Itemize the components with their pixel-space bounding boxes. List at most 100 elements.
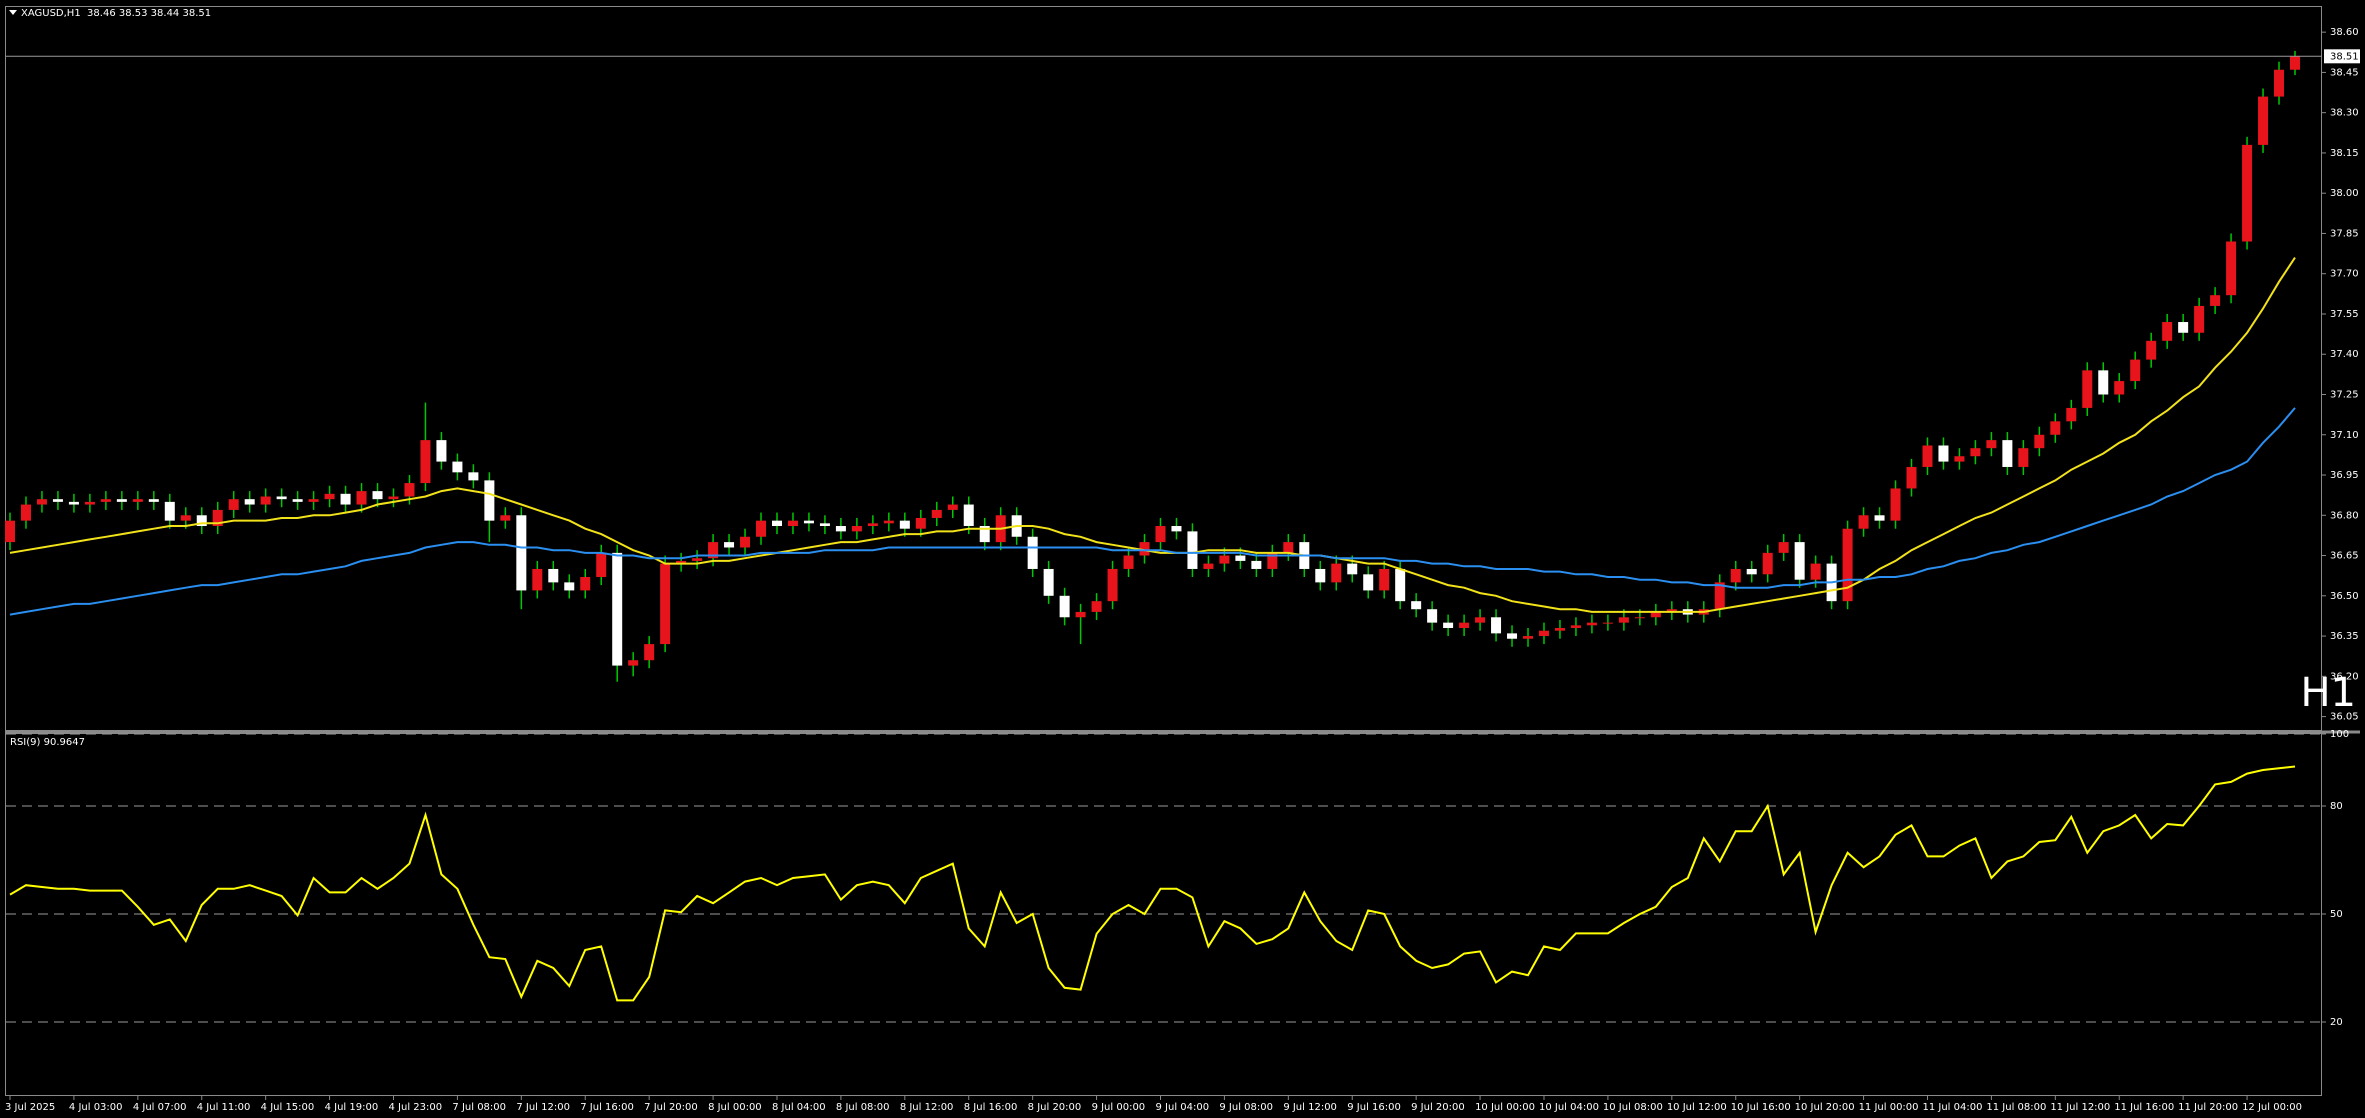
- candle-body: [979, 526, 990, 543]
- candle-body: [1219, 555, 1230, 564]
- candle-body: [1379, 568, 1390, 591]
- candle-body: [20, 504, 31, 521]
- y-tick-label: 36.80: [2330, 510, 2359, 521]
- candle-body: [1794, 542, 1805, 580]
- x-tick-label: 4 Jul 15:00: [261, 1102, 315, 1113]
- y-tick-label: 37.25: [2330, 389, 2359, 400]
- x-tick-label: 4 Jul 23:00: [388, 1102, 442, 1113]
- candle-body: [1091, 601, 1102, 612]
- candle-body: [372, 491, 383, 500]
- candle-body: [532, 568, 543, 591]
- candle-body: [771, 520, 782, 527]
- candle-body: [356, 491, 367, 505]
- candle-body: [420, 440, 431, 484]
- candle-body: [116, 499, 127, 502]
- candle-body: [1315, 568, 1326, 583]
- candle-body: [84, 501, 95, 505]
- candle-body: [388, 496, 399, 500]
- candle-body: [404, 483, 415, 497]
- candle-body: [2194, 305, 2205, 333]
- x-tick-label: 10 Jul 20:00: [1795, 1102, 1855, 1113]
- candle-body: [1171, 526, 1182, 532]
- candle-body: [787, 520, 798, 527]
- candle-body: [2242, 144, 2253, 242]
- x-tick-label: 11 Jul 00:00: [1859, 1102, 1919, 1113]
- candle-body: [2082, 370, 2093, 408]
- candle-body: [260, 496, 271, 505]
- candle-body: [644, 644, 655, 661]
- candle-body: [1107, 568, 1118, 602]
- y-tick-label: 38.15: [2330, 148, 2359, 159]
- candle-body: [1954, 456, 1965, 462]
- candle-body: [1586, 622, 1597, 626]
- candle-body: [1922, 445, 1933, 467]
- candle-body: [244, 499, 255, 505]
- candle-body: [1491, 617, 1502, 634]
- candle-body: [516, 515, 527, 591]
- candle-body: [1427, 609, 1438, 623]
- x-tick-label: 4 Jul 07:00: [133, 1102, 187, 1113]
- rsi-line: [9, 765, 2296, 1002]
- x-tick-label: 9 Jul 04:00: [1155, 1102, 1209, 1113]
- candle-body: [1762, 552, 1773, 575]
- candle-body: [500, 515, 511, 521]
- y-tick-label: 38.00: [2330, 188, 2359, 199]
- candle-body: [803, 520, 814, 524]
- candle-body: [1443, 622, 1454, 629]
- candle-body: [883, 520, 894, 524]
- candle-body: [819, 523, 830, 527]
- candle-body: [1395, 568, 1406, 602]
- candle-body: [1459, 622, 1470, 629]
- x-tick-label: 10 Jul 00:00: [1475, 1102, 1535, 1113]
- candle-body: [212, 509, 223, 527]
- candle-body: [1938, 445, 1949, 462]
- candle-body: [1874, 515, 1885, 521]
- candle-body: [740, 536, 751, 548]
- candle-body: [1411, 601, 1422, 610]
- candle-body: [2002, 440, 2013, 467]
- x-tick-label: 4 Jul 19:00: [325, 1102, 379, 1113]
- moving-average-line: [9, 407, 2296, 616]
- candle-body: [452, 461, 463, 473]
- candle-body: [612, 552, 623, 666]
- candle-body: [196, 515, 207, 527]
- candle-body: [1251, 560, 1262, 569]
- candle-body: [1570, 625, 1581, 629]
- y-tick-label: 38.45: [2330, 67, 2359, 78]
- candle-body: [1283, 542, 1294, 553]
- candle-body: [1858, 515, 1869, 529]
- candle-body: [835, 526, 846, 532]
- x-tick-label: 10 Jul 04:00: [1539, 1102, 1599, 1113]
- candle-body: [1059, 595, 1070, 618]
- x-tick-label: 7 Jul 16:00: [580, 1102, 634, 1113]
- candle-body: [68, 501, 79, 505]
- x-tick-label: 8 Jul 16:00: [964, 1102, 1018, 1113]
- candle-body: [724, 542, 735, 548]
- candle-body: [2210, 295, 2221, 306]
- candle-body: [1618, 617, 1629, 623]
- candle-body: [1538, 630, 1549, 637]
- x-tick-label: 9 Jul 08:00: [1219, 1102, 1273, 1113]
- y-tick-label: 37.85: [2330, 228, 2359, 239]
- candle-body: [2018, 448, 2029, 467]
- x-tick-label: 11 Jul 16:00: [2114, 1102, 2174, 1113]
- candle-body: [899, 520, 910, 529]
- candle-body: [1235, 555, 1246, 561]
- candle-body: [548, 568, 559, 583]
- candle-body: [628, 660, 639, 666]
- x-tick-label: 7 Jul 08:00: [452, 1102, 506, 1113]
- candle-body: [1906, 466, 1917, 489]
- candle-body: [484, 480, 495, 521]
- y-tick-label: 36.05: [2330, 712, 2359, 723]
- candle-body: [1523, 636, 1534, 639]
- x-tick-label: 10 Jul 12:00: [1667, 1102, 1727, 1113]
- candle-body: [324, 493, 335, 500]
- y-tick-label: 100: [2330, 729, 2349, 740]
- candle-body: [2274, 69, 2285, 97]
- candle-body: [708, 542, 719, 559]
- x-tick-label: 8 Jul 12:00: [900, 1102, 954, 1113]
- candle-body: [1650, 611, 1661, 618]
- x-tick-label: 9 Jul 16:00: [1347, 1102, 1401, 1113]
- timeframe-label: H1: [2300, 670, 2356, 716]
- candle-body: [1187, 531, 1198, 569]
